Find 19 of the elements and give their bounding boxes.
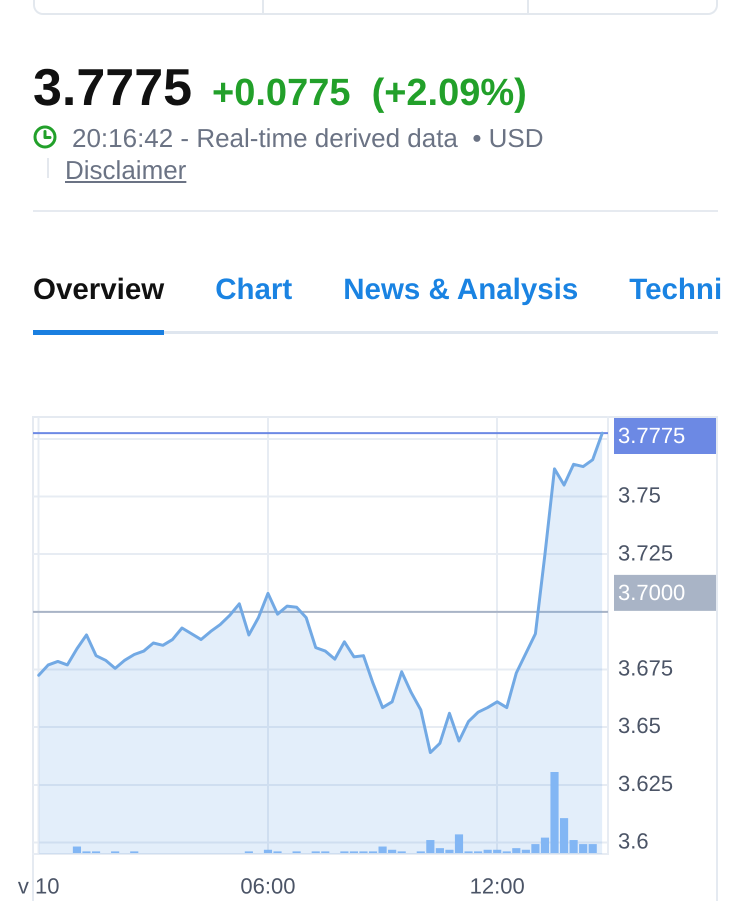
x-tick-label: 12:00: [470, 873, 525, 898]
y-tick-label: 3.6: [618, 828, 649, 854]
chart-subtitle: +0.0775 (+2.09%): [212, 72, 527, 114]
chart-title: 3.7775: [33, 59, 192, 117]
text: Disclaimer: [65, 155, 186, 185]
x-tick-label: 06:00: [240, 873, 296, 898]
text: News & Analysis: [343, 273, 578, 306]
text: Techni: [629, 273, 722, 306]
y-tick-label: 3.675: [618, 656, 674, 681]
ref-line-label: 3.7000: [618, 580, 686, 605]
y-tick-label: 3.65: [618, 713, 661, 738]
text: 20:16:42 - Real-time derived data • USD: [72, 123, 544, 153]
text: Chart: [215, 273, 292, 306]
ref-line-label: 3.7775: [618, 423, 686, 448]
x-tick-label: v 10: [18, 873, 60, 898]
y-tick-label: 3.625: [618, 770, 674, 796]
text: Overview: [33, 273, 164, 306]
y-tick-label: 3.75: [618, 482, 661, 508]
y-tick-label: 3.725: [618, 540, 674, 566]
